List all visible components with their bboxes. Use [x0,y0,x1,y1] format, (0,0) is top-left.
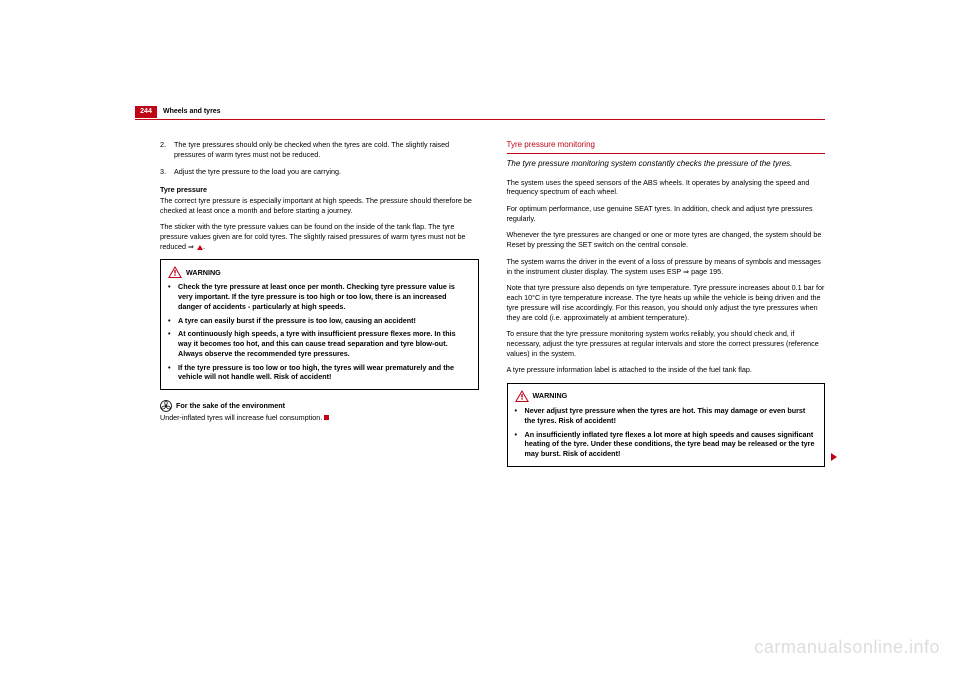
warning-heading: WARNING [515,390,818,402]
subheading-tyre-pressure: Tyre pressure [160,185,479,195]
environment-body: Under-inflated tyres will increase fuel … [160,413,479,423]
warning-triangle-icon [168,266,182,278]
environment-text: Under-inflated tyres will increase fuel … [160,413,322,422]
paragraph-text: The sticker with the tyre pressure value… [160,222,465,250]
bullet-text: An insufficiently inflated tyre flexes a… [525,430,818,459]
warning-bullet: • A tyre can easily burst if the pressur… [168,316,471,326]
bullet-mark: • [168,363,178,382]
numbered-list-item: 2. The tyre pressures should only be che… [160,140,479,159]
bullet-mark: • [168,316,178,326]
numbered-list-item: 3. Adjust the tyre pressure to the load … [160,167,479,177]
warning-bullet: • If the tyre pressure is too low or too… [168,363,471,382]
bullet-text: Check the tyre pressure at least once pe… [178,282,471,311]
warning-bullet: • An insufficiently inflated tyre flexes… [515,430,818,459]
warning-box: WARNING • Never adjust tyre pressure whe… [507,383,826,467]
paragraph: For optimum performance, use genuine SEA… [507,204,826,223]
paragraph: The system uses the speed sensors of the… [507,178,826,197]
list-number: 3. [160,167,174,177]
paragraph: Note that tyre pressure also depends on … [507,283,826,322]
bullet-mark: • [515,430,525,459]
right-column: Tyre pressure monitoring The tyre pressu… [507,140,826,467]
section-title: Tyre pressure monitoring [507,140,826,154]
warning-triangle-icon [515,390,529,402]
list-number: 2. [160,140,174,159]
bullet-mark: • [168,329,178,358]
list-text: Adjust the tyre pressure to the load you… [174,167,341,177]
environment-heading: For the sake of the environment [160,400,479,412]
left-column: 2. The tyre pressures should only be che… [160,140,479,467]
warning-box: WARNING • Check the tyre pressure at lea… [160,259,479,389]
bullet-mark: • [168,282,178,311]
bullet-text: At continuously high speeds, a tyre with… [178,329,471,358]
manual-page: 244 Wheels and tyres 2. The tyre pressur… [0,0,960,678]
bullet-text: If the tyre pressure is too low or too h… [178,363,471,382]
warning-heading: WARNING [168,266,471,278]
watermark-text: carmanualsonline.info [754,637,940,658]
list-text: The tyre pressures should only be checke… [174,140,479,159]
continued-arrow-icon [831,453,837,461]
paragraph: Whenever the tyre pressures are changed … [507,230,826,249]
page-number-badge: 244 [135,106,157,118]
warning-bullet: • Never adjust tyre pressure when the ty… [515,406,818,425]
warning-bullet: • Check the tyre pressure at least once … [168,282,471,311]
paragraph-text: . [203,242,205,251]
reference-arrow: ⇒ [188,242,194,251]
paragraph: To ensure that the tyre pressure monitor… [507,329,826,358]
warning-label: WARNING [186,268,221,278]
paragraph: The sticker with the tyre pressure value… [160,222,479,251]
paragraph: A tyre pressure information label is att… [507,365,826,375]
bullet-mark: • [515,406,525,425]
section-end-icon [324,415,329,420]
paragraph: The correct tyre pressure is especially … [160,196,479,215]
environment-icon [160,400,172,412]
bullet-text: Never adjust tyre pressure when the tyre… [525,406,818,425]
paragraph: The system warns the driver in the event… [507,257,826,276]
environment-label: For the sake of the environment [176,401,285,411]
bullet-text: A tyre can easily burst if the pressure … [178,316,416,326]
warning-bullet: • At continuously high speeds, a tyre wi… [168,329,471,358]
page-header: 244 Wheels and tyres [135,108,825,120]
section-intro: The tyre pressure monitoring system cons… [507,159,826,170]
header-rule [135,119,825,120]
warning-label: WARNING [533,391,568,401]
content-area: 2. The tyre pressures should only be che… [160,140,825,467]
header-chapter-title: Wheels and tyres [163,106,221,118]
